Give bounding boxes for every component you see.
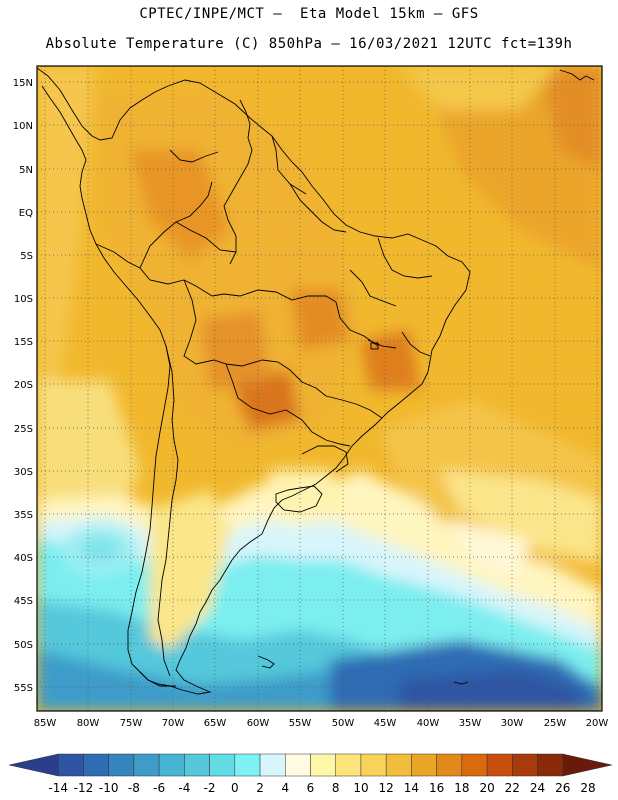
coastlines — [37, 67, 595, 695]
colorbar-swatch — [133, 753, 160, 777]
lon-label-55w: 55W — [289, 718, 312, 729]
lat-label-45s: 45S — [14, 596, 33, 607]
colorbar-swatch — [310, 753, 336, 777]
colorbar-swatch — [8, 753, 59, 777]
lat-label-eq: EQ — [19, 208, 33, 219]
lat-label-5s: 5S — [20, 251, 33, 262]
colorbar-label: -12 — [74, 781, 94, 795]
lon-label-70w: 70W — [162, 718, 185, 729]
colorbar-swatch — [234, 753, 261, 777]
colorbar-swatch — [537, 753, 564, 777]
lat-label-30s: 30S — [14, 467, 33, 478]
colorbar-label: -2 — [204, 781, 216, 795]
colorbar-label: 4 — [281, 781, 289, 795]
longitude-labels: 85W 80W 75W 70W 65W 60W 55W 50W 45W 40W … — [34, 718, 609, 729]
lon-label-30w: 30W — [501, 718, 524, 729]
colorbar-label: 26 — [555, 781, 570, 795]
map-frame — [36, 65, 603, 712]
colorbar-label: 6 — [307, 781, 315, 795]
lon-label-65w: 65W — [204, 718, 227, 729]
map-subtitle: Absolute Temperature (C) 850hPa – 16/03/… — [45, 36, 573, 52]
lat-label-20s: 20S — [14, 380, 33, 391]
colorbar-label: 0 — [231, 781, 239, 795]
lat-label-25s: 25S — [14, 424, 33, 435]
lat-label-15n: 15N — [13, 78, 33, 89]
colorbar-swatch — [512, 753, 538, 777]
colorbar-label: 14 — [404, 781, 419, 795]
colorbar-label: 8 — [332, 781, 340, 795]
lon-label-40w: 40W — [417, 718, 440, 729]
colorbar-label: 2 — [256, 781, 264, 795]
colorbar-label: 16 — [429, 781, 444, 795]
colorbar-swatch — [108, 753, 135, 777]
lat-label-35s: 35S — [14, 510, 33, 521]
colorbar: -14 -12 -10 -8 -6 -4 -2 0 2 4 6 8 10 12 14 16 18 20 22 24 26… — [8, 753, 613, 795]
colorbar-swatch — [486, 753, 513, 777]
lat-label-55s: 55S — [14, 683, 33, 694]
colorbar-label: 22 — [505, 781, 520, 795]
colorbar-label: -14 — [48, 781, 68, 795]
colorbar-swatch — [285, 753, 311, 777]
colorbar-label: -10 — [99, 781, 119, 795]
colorbar-label: 28 — [580, 781, 595, 795]
colorbar-swatch — [158, 753, 185, 777]
colorbar-label: -4 — [178, 781, 190, 795]
colorbar-swatch — [209, 753, 236, 777]
lon-label-20w: 20W — [586, 718, 609, 729]
latitude-labels: 15N 10N 5N EQ 5S 10S 15S 20S 25S 30S 35S… — [13, 78, 33, 694]
colorbar-swatch — [461, 753, 488, 777]
temperature-field — [37, 66, 602, 711]
colorbar-label: 10 — [353, 781, 368, 795]
lat-label-50s: 50S — [14, 640, 33, 651]
colorbar-label: 12 — [379, 781, 394, 795]
colorbar-swatch — [360, 753, 387, 777]
colorbar-swatch — [436, 753, 463, 777]
map-title: CPTEC/INPE/MCT – Eta Model 15km – GFS — [139, 6, 479, 22]
colorbar-swatch — [57, 753, 84, 777]
colorbar-label: 24 — [530, 781, 545, 795]
lon-label-75w: 75W — [120, 718, 143, 729]
lat-label-40s: 40S — [14, 553, 33, 564]
colorbar-label: -8 — [128, 781, 140, 795]
lon-label-80w: 80W — [77, 718, 100, 729]
lat-label-5n: 5N — [19, 165, 33, 176]
lon-label-50w: 50W — [332, 718, 355, 729]
colorbar-swatch — [83, 753, 109, 777]
colorbar-swatch — [385, 753, 412, 777]
lat-label-10s: 10S — [14, 294, 33, 305]
colorbar-swatch — [562, 753, 613, 777]
lon-label-35w: 35W — [459, 718, 482, 729]
lat-label-10n: 10N — [13, 121, 33, 132]
lon-label-45w: 45W — [374, 718, 397, 729]
lon-label-60w: 60W — [247, 718, 270, 729]
colorbar-swatch — [335, 753, 362, 777]
colorbar-swatch — [411, 753, 437, 777]
colorbar-label: -6 — [153, 781, 165, 795]
colorbar-swatch — [184, 753, 210, 777]
lat-label-15s: 15S — [14, 337, 33, 348]
lon-label-85w: 85W — [34, 718, 57, 729]
colorbar-label: 20 — [479, 781, 494, 795]
colorbar-label: 18 — [454, 781, 469, 795]
colorbar-swatch — [259, 753, 286, 777]
lon-label-25w: 25W — [544, 718, 567, 729]
